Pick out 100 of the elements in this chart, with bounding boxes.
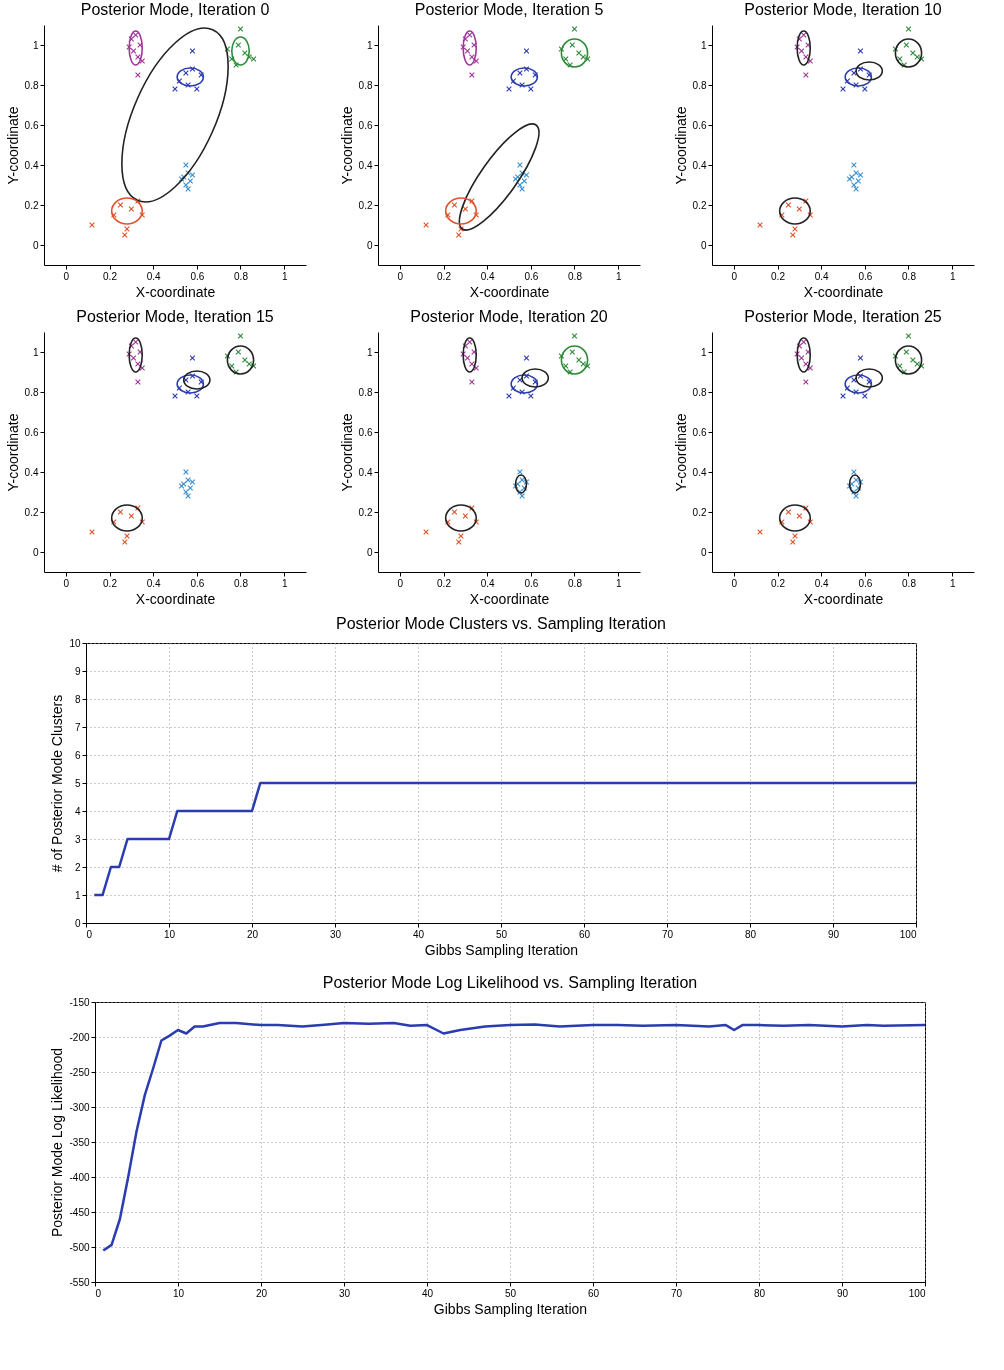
point [132,339,139,345]
x-tick-label: 1 [281,577,288,589]
x-tick-label: 50 [504,1287,517,1299]
point [800,339,807,345]
point [909,50,916,56]
y-tick-label: 2 [74,861,81,873]
chart-title: Posterior Mode, Iteration 25 [744,308,942,326]
y-tick-label: 0.4 [358,159,373,171]
point [134,361,141,367]
y-tick-label: 0.6 [358,119,373,131]
y-tick-label: 1 [366,39,373,51]
point [896,56,903,62]
x-tick-label: 0.8 [568,577,583,589]
x-tick-label: 0 [731,270,738,282]
x-tick-label: 0.2 [437,270,452,282]
point [468,361,475,367]
x-tick-label: 60 [587,1287,600,1299]
y-tick-label: -550 [69,1276,90,1288]
point [464,48,471,54]
point [250,56,257,62]
x-tick-label: 0.4 [480,577,496,589]
y-tick-label: 0.2 [24,506,39,518]
y-axis-title: Y-coordinate [4,106,21,185]
point [134,379,141,385]
y-tick-label: 1 [32,39,39,51]
x-tick-label: 0.6 [190,270,205,282]
y-tick-label: 0.6 [692,119,707,131]
x-tick-label: 30 [329,928,342,940]
point [519,477,525,483]
point [473,58,480,64]
x-tick-label: 0.4 [146,270,162,282]
y-axis-title: Y-coordinate [4,413,21,492]
x-tick-label: 10 [172,1287,185,1299]
x-tick-label: 0.4 [814,577,830,589]
y-tick-label: 0.6 [358,426,373,438]
point [580,361,587,367]
y-tick-label: -250 [69,1066,90,1078]
point [468,379,475,385]
x-tick-label: 40 [421,1287,434,1299]
x-tick-label: 0.6 [190,577,205,589]
y-axis-title: Y-coordinate [672,413,689,492]
point [189,48,196,54]
point [807,365,814,371]
x-tick-label: 0.8 [902,577,917,589]
point [189,355,196,361]
y-tick-label: 4 [74,805,81,817]
y-tick-label: 1 [700,346,707,358]
x-tick-label: 0.2 [103,577,118,589]
y-tick-label: 0.4 [692,466,707,478]
point [462,513,469,519]
y-tick-label: 0.6 [692,426,707,438]
y-tick-label: 0 [74,917,81,929]
point [853,170,859,176]
point [802,54,809,60]
chart-title: Posterior Mode, Iteration 5 [414,1,604,19]
point [462,206,469,212]
point [128,513,135,519]
x-tick-label: 0.2 [771,270,786,282]
y-axis-title: # of Posterior Mode Clusters [49,694,66,873]
point [185,186,191,192]
y-tick-label: 0.6 [24,426,39,438]
x-tick-label: 0.6 [858,577,873,589]
x-tick-label: 0.2 [103,270,118,282]
x-tick-label: 90 [836,1287,849,1299]
x-axis-title: X-coordinate [135,283,216,300]
point [139,365,146,371]
point [853,186,859,192]
point [117,202,124,208]
point [464,355,471,361]
point [857,355,864,361]
point [798,48,805,54]
y-tick-label: -150 [69,996,90,1008]
x-axis-title: Gibbs Sampling Iteration [433,1300,588,1317]
x-tick-label: 0.6 [524,577,539,589]
y-tick-label: 0.2 [358,506,373,518]
x-axis-title: X-coordinate [469,283,550,300]
point [185,493,191,499]
point [246,361,253,367]
point [130,355,137,361]
point [861,86,868,92]
y-tick-label: 5 [74,777,81,789]
x-tick-label: 0.4 [146,577,162,589]
y-tick-label: -200 [69,1031,90,1043]
y-tick-label: 0.6 [24,119,39,131]
point [802,361,809,367]
y-tick-label: 0.4 [358,466,373,478]
point [473,365,480,371]
x-axis-title: Gibbs Sampling Iteration [424,941,579,958]
chart-title: Posterior Mode Log Likelihood vs. Sampling Iteration [322,974,698,991]
y-tick-label: -500 [69,1241,90,1253]
x-tick-label: 0 [95,1287,102,1299]
point [853,493,859,499]
y-tick-label: 0 [700,239,707,251]
chart-title: Posterior Mode, Iteration 0 [80,1,270,19]
y-tick-label: 0.8 [24,79,39,91]
point [785,509,792,515]
point [134,54,141,60]
y-tick-label: -300 [69,1101,90,1113]
point [905,333,912,339]
x-tick-label: 20 [255,1287,268,1299]
